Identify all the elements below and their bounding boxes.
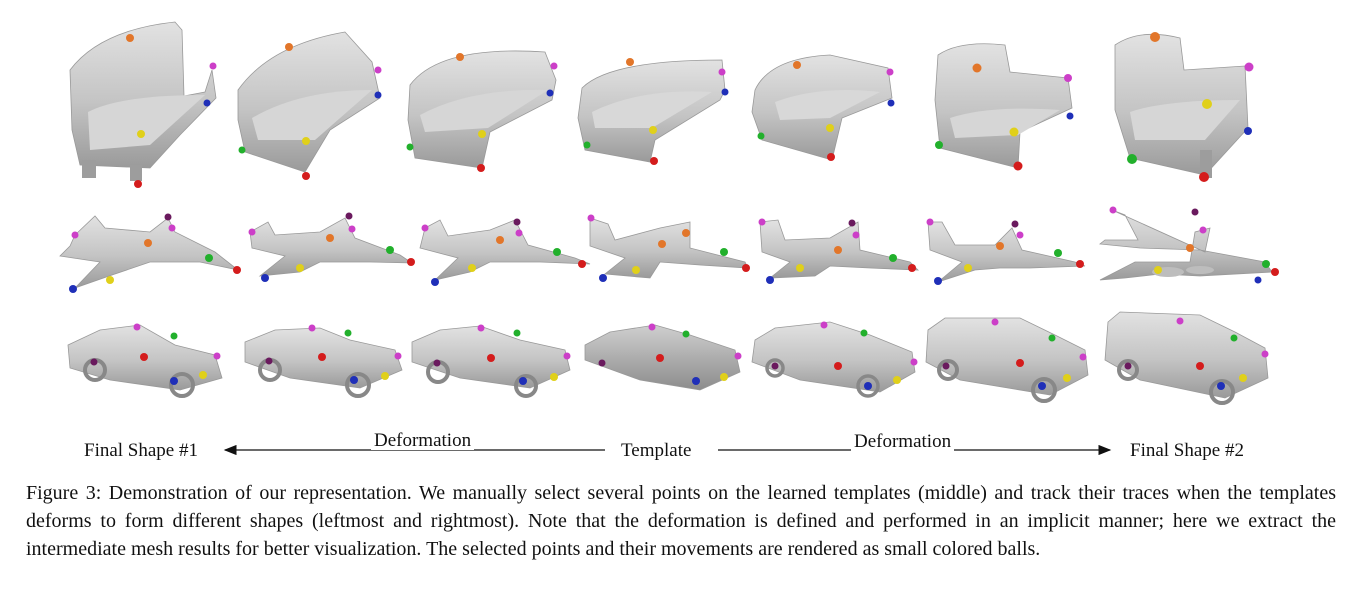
- airplane-shape-1: [59, 215, 239, 289]
- armchair-shape-6: [934, 43, 1073, 169]
- deformation-label-left: Deformation: [371, 431, 475, 450]
- final-shape-1-label: Final Shape #1: [84, 440, 198, 461]
- sofa-shape-5: [751, 54, 893, 161]
- airplane-shape-7: [1098, 209, 1273, 281]
- sofa-shape-template: [577, 59, 726, 163]
- template-label: Template: [621, 440, 692, 461]
- airplane-markers: [69, 206, 1279, 293]
- car-shape-5: [751, 321, 916, 398]
- sofa-shape-1: [69, 21, 217, 181]
- car-shape-6: [925, 317, 1089, 403]
- car-shape-7: [1104, 311, 1269, 405]
- airplane-row: [59, 206, 1279, 293]
- airplane-shape-3: [419, 219, 591, 281]
- car-row: [67, 311, 1269, 405]
- armchair-shape-7: [1114, 33, 1249, 178]
- caption-text: Figure 3: Demonstration of our represent…: [26, 482, 1336, 560]
- deformation-label-right: Deformation: [851, 432, 955, 451]
- sofa-shape-3: [407, 50, 557, 169]
- sofa-markers: [126, 32, 1254, 188]
- final-shape-2-label: Final Shape #2: [1130, 440, 1244, 461]
- airplane-shape-template: [589, 217, 749, 279]
- figure-panel: [59, 21, 1279, 456]
- sofa-shape-2: [237, 31, 381, 173]
- car-markers: [90, 317, 1269, 390]
- figure-caption: Figure 3: Demonstration of our represent…: [26, 479, 1336, 563]
- sofa-row: [69, 21, 1254, 188]
